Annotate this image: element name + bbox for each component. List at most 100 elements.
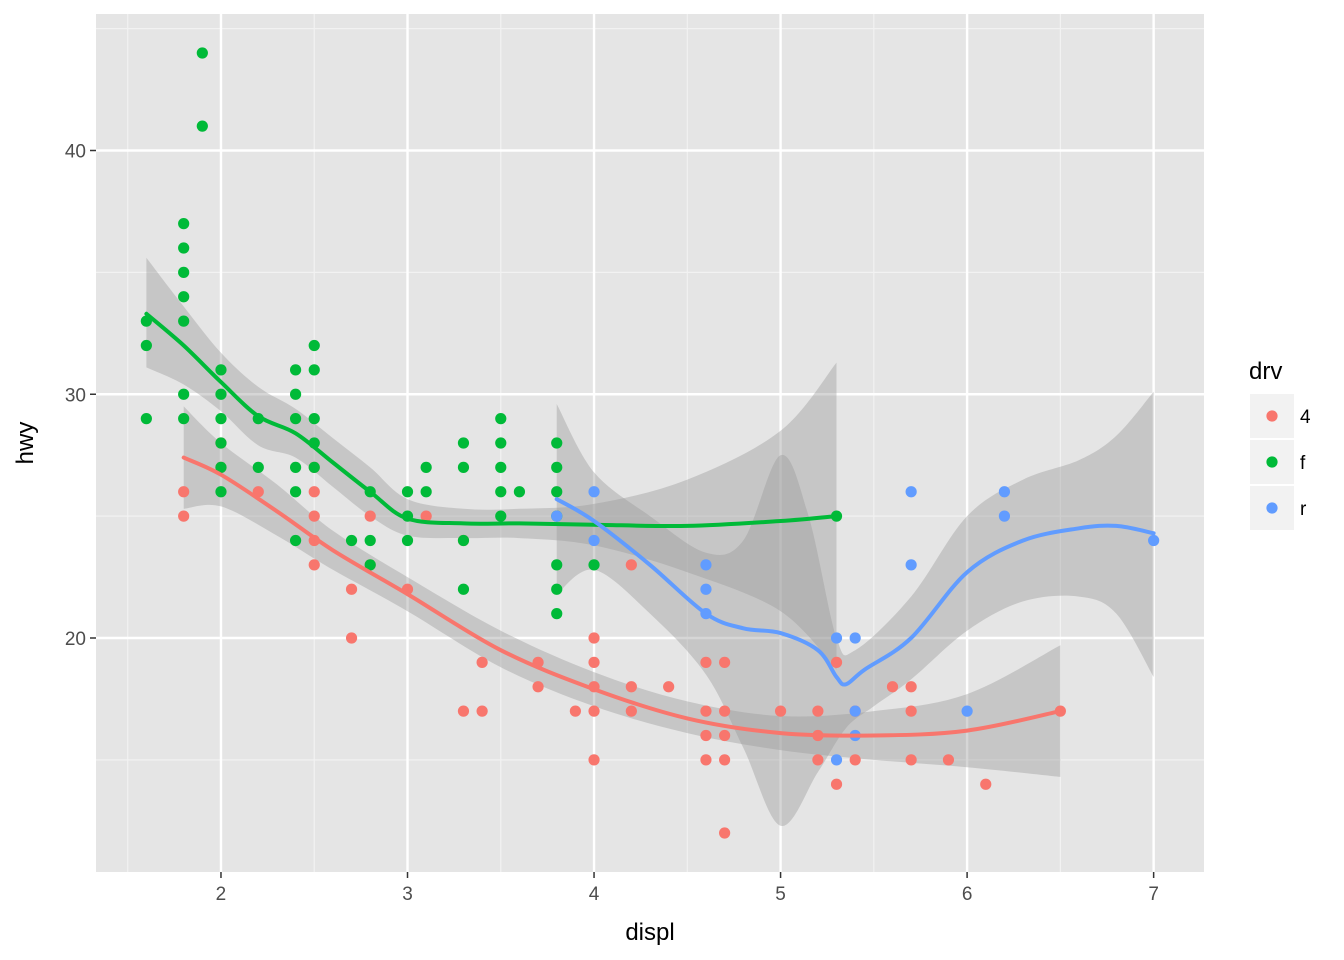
data-point-4 [905, 705, 917, 717]
data-point-f [178, 413, 190, 425]
confidence-band-r [556, 391, 1154, 826]
data-point-4 [178, 486, 190, 498]
legend-marker-r [1266, 502, 1278, 514]
data-point-4 [942, 754, 955, 766]
data-point-f [308, 339, 320, 352]
data-point-f [551, 608, 563, 620]
data-point-f [551, 437, 563, 449]
data-point-4 [588, 656, 600, 668]
data-point-4 [719, 827, 731, 839]
data-point-4 [308, 510, 320, 522]
plot-panel [96, 14, 1204, 872]
data-point-4 [830, 656, 843, 668]
data-point-4 [849, 754, 861, 766]
data-point-4 [625, 681, 637, 693]
smooth-line-4 [181, 455, 1063, 738]
y-axis: 20 30 40 [65, 142, 96, 650]
data-point-f [551, 559, 563, 571]
data-point-f [457, 437, 470, 449]
data-point-4 [588, 705, 600, 717]
data-point-4 [719, 754, 731, 766]
data-point-r [830, 632, 843, 644]
data-point-r [961, 705, 973, 717]
data-point-4 [532, 681, 544, 693]
data-point-f [289, 461, 302, 473]
data-point-f [457, 534, 470, 547]
y-tick-label: 30 [65, 385, 86, 406]
x-axis-title: displ [625, 919, 674, 946]
x-tick-label: 3 [402, 884, 413, 905]
data-point-r [551, 510, 563, 522]
data-point-f [289, 388, 302, 400]
data-point-4 [905, 681, 917, 693]
data-point-f [308, 461, 320, 473]
data-point-4 [700, 754, 712, 766]
data-point-4 [420, 510, 432, 522]
data-point-4 [812, 754, 824, 766]
data-point-f [551, 461, 563, 473]
data-point-f [215, 388, 227, 400]
data-point-4 [700, 705, 712, 717]
data-point-r [905, 559, 917, 571]
data-point-f [401, 486, 414, 498]
data-point-4 [980, 778, 992, 790]
data-point-f [196, 47, 208, 59]
data-point-f [289, 364, 302, 376]
legend-marker-f [1266, 456, 1278, 468]
data-point-f [178, 218, 190, 230]
data-point-4 [178, 510, 190, 522]
data-point-f [495, 486, 507, 498]
data-point-f [513, 486, 526, 498]
x-tick-label: 2 [216, 884, 227, 905]
data-point-4 [700, 656, 712, 668]
data-point-f [178, 315, 190, 327]
confidence-bands [146, 257, 1154, 826]
data-point-f [308, 413, 320, 425]
data-point-f [588, 559, 600, 571]
data-point-f [495, 461, 507, 473]
smooth-lines [144, 311, 1156, 738]
data-point-f [140, 413, 152, 425]
x-tick-label: 5 [775, 884, 786, 905]
data-point-f [345, 534, 358, 547]
data-point-r [700, 583, 712, 595]
data-point-4 [308, 559, 320, 571]
legend: drv 4 f r [1249, 358, 1311, 530]
data-point-r [998, 486, 1011, 498]
data-point-f [178, 266, 190, 278]
data-point-f [289, 534, 302, 547]
data-point-4 [625, 705, 637, 717]
x-tick-label: 7 [1148, 884, 1159, 905]
data-point-f [308, 364, 320, 376]
data-point-f [401, 534, 414, 547]
data-point-f [457, 461, 470, 473]
data-point-f [495, 413, 507, 425]
data-point-f [252, 461, 264, 473]
legend-label-4: 4 [1300, 407, 1311, 428]
legend-marker-4 [1266, 410, 1278, 422]
data-point-4 [476, 705, 488, 717]
legend-title: drv [1249, 358, 1282, 385]
data-point-r [830, 754, 843, 766]
y-tick-label: 40 [65, 142, 86, 163]
data-point-4 [345, 583, 358, 595]
data-point-4 [476, 656, 488, 668]
confidence-band-4 [183, 406, 1061, 777]
data-point-r [588, 534, 600, 547]
data-point-f [215, 413, 227, 425]
data-point-f [495, 437, 507, 449]
x-tick-label: 6 [962, 884, 973, 905]
data-point-4 [719, 656, 731, 668]
data-point-4 [774, 705, 787, 717]
data-point-f [551, 486, 563, 498]
data-point-r [849, 705, 861, 717]
smooth-line-r [554, 497, 1156, 687]
data-point-f [551, 583, 563, 595]
data-point-f [215, 364, 227, 376]
data-point-f [140, 339, 152, 352]
data-point-f [215, 437, 227, 449]
data-point-r [1148, 534, 1160, 547]
data-point-f [178, 291, 190, 303]
data-point-4 [719, 705, 731, 717]
